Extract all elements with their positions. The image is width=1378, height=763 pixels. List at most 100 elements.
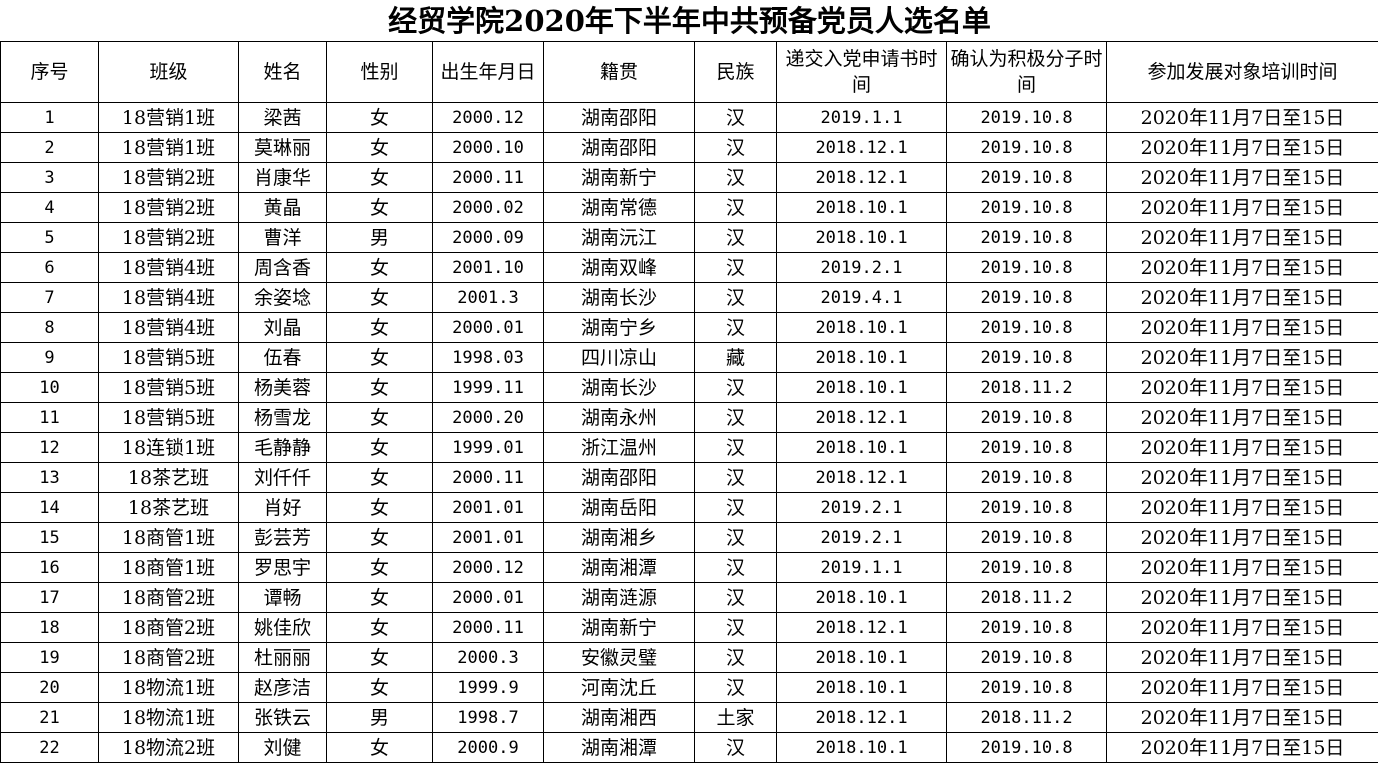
cell-activist-date[interactable]: 2019.10.8: [946, 612, 1107, 643]
cell-name[interactable]: 曹洋: [238, 222, 327, 253]
cell-ethnicity[interactable]: 汉: [694, 432, 777, 463]
cell-application-date[interactable]: 2018.10.1: [776, 432, 947, 463]
cell-class[interactable]: 18商管1班: [98, 552, 239, 583]
cell-activist-date[interactable]: 2019.10.8: [946, 162, 1107, 193]
cell-application-date[interactable]: 2019.2.1: [776, 492, 947, 523]
cell-gender[interactable]: 女: [326, 462, 433, 493]
cell-activist-date[interactable]: 2019.10.8: [946, 492, 1107, 523]
cell-seq[interactable]: 3: [0, 162, 99, 193]
cell-birth[interactable]: 2001.01: [432, 522, 544, 553]
cell-training-period[interactable]: 2020年11月7日至15日: [1105, 372, 1378, 403]
cell-class[interactable]: 18茶艺班: [98, 462, 239, 493]
cell-training-period[interactable]: 2020年11月7日至15日: [1105, 492, 1378, 523]
cell-activist-date[interactable]: 2018.11.2: [946, 372, 1107, 403]
cell-class[interactable]: 18营销2班: [98, 162, 239, 193]
cell-application-date[interactable]: 2019.2.1: [776, 252, 947, 283]
cell-training-period[interactable]: 2020年11月7日至15日: [1105, 132, 1378, 163]
cell-class[interactable]: 18商管2班: [98, 612, 239, 643]
cell-ethnicity[interactable]: 汉: [694, 192, 777, 223]
cell-application-date[interactable]: 2018.12.1: [776, 132, 947, 163]
cell-birth[interactable]: 2001.3: [432, 282, 544, 313]
cell-name[interactable]: 伍春: [238, 342, 327, 373]
cell-activist-date[interactable]: 2019.10.8: [946, 432, 1107, 463]
cell-activist-date[interactable]: 2019.10.8: [946, 732, 1107, 763]
cell-training-period[interactable]: 2020年11月7日至15日: [1105, 612, 1378, 643]
cell-training-period[interactable]: 2020年11月7日至15日: [1105, 582, 1378, 613]
cell-ethnicity[interactable]: 汉: [694, 222, 777, 253]
cell-training-period[interactable]: 2020年11月7日至15日: [1105, 282, 1378, 313]
cell-origin[interactable]: 湖南邵阳: [543, 132, 695, 163]
cell-class[interactable]: 18营销4班: [98, 282, 239, 313]
cell-origin[interactable]: 湖南永州: [543, 402, 695, 433]
cell-class[interactable]: 18营销1班: [98, 132, 239, 163]
cell-birth[interactable]: 2000.9: [432, 732, 544, 763]
cell-class[interactable]: 18营销2班: [98, 222, 239, 253]
cell-training-period[interactable]: 2020年11月7日至15日: [1105, 252, 1378, 283]
cell-ethnicity[interactable]: 汉: [694, 522, 777, 553]
cell-seq[interactable]: 19: [0, 642, 99, 673]
cell-seq[interactable]: 18: [0, 612, 99, 643]
cell-origin[interactable]: 湖南邵阳: [543, 102, 695, 133]
cell-gender[interactable]: 女: [326, 522, 433, 553]
cell-gender[interactable]: 女: [326, 642, 433, 673]
cell-training-period[interactable]: 2020年11月7日至15日: [1105, 552, 1378, 583]
cell-birth[interactable]: 2000.02: [432, 192, 544, 223]
cell-origin[interactable]: 湖南涟源: [543, 582, 695, 613]
cell-ethnicity[interactable]: 汉: [694, 732, 777, 763]
cell-application-date[interactable]: 2018.10.1: [776, 732, 947, 763]
cell-origin[interactable]: 湖南新宁: [543, 162, 695, 193]
cell-name[interactable]: 刘晶: [238, 312, 327, 343]
cell-class[interactable]: 18物流2班: [98, 732, 239, 763]
cell-seq[interactable]: 9: [0, 342, 99, 373]
cell-activist-date[interactable]: 2019.10.8: [946, 522, 1107, 553]
cell-ethnicity[interactable]: 汉: [694, 162, 777, 193]
cell-application-date[interactable]: 2018.10.1: [776, 672, 947, 703]
cell-gender[interactable]: 女: [326, 102, 433, 133]
cell-gender[interactable]: 女: [326, 312, 433, 343]
cell-ethnicity[interactable]: 汉: [694, 102, 777, 133]
cell-name[interactable]: 赵彦洁: [238, 672, 327, 703]
cell-seq[interactable]: 5: [0, 222, 99, 253]
cell-seq[interactable]: 17: [0, 582, 99, 613]
cell-name[interactable]: 肖康华: [238, 162, 327, 193]
cell-seq[interactable]: 11: [0, 402, 99, 433]
cell-name[interactable]: 姚佳欣: [238, 612, 327, 643]
cell-application-date[interactable]: 2019.1.1: [776, 102, 947, 133]
cell-activist-date[interactable]: 2019.10.8: [946, 312, 1107, 343]
cell-gender[interactable]: 女: [326, 432, 433, 463]
cell-ethnicity[interactable]: 汉: [694, 672, 777, 703]
cell-name[interactable]: 肖好: [238, 492, 327, 523]
cell-application-date[interactable]: 2018.10.1: [776, 582, 947, 613]
cell-training-period[interactable]: 2020年11月7日至15日: [1105, 732, 1378, 763]
cell-seq[interactable]: 8: [0, 312, 99, 343]
cell-gender[interactable]: 女: [326, 612, 433, 643]
cell-training-period[interactable]: 2020年11月7日至15日: [1105, 672, 1378, 703]
cell-origin[interactable]: 湖南湘西: [543, 702, 695, 733]
cell-training-period[interactable]: 2020年11月7日至15日: [1105, 462, 1378, 493]
cell-name[interactable]: 杨雪龙: [238, 402, 327, 433]
cell-seq[interactable]: 16: [0, 552, 99, 583]
cell-application-date[interactable]: 2018.12.1: [776, 462, 947, 493]
cell-birth[interactable]: 2000.11: [432, 462, 544, 493]
cell-class[interactable]: 18商管2班: [98, 642, 239, 673]
cell-training-period[interactable]: 2020年11月7日至15日: [1105, 432, 1378, 463]
cell-birth[interactable]: 2000.10: [432, 132, 544, 163]
cell-ethnicity[interactable]: 汉: [694, 312, 777, 343]
cell-gender[interactable]: 女: [326, 162, 433, 193]
cell-name[interactable]: 杨美蓉: [238, 372, 327, 403]
cell-name[interactable]: 彭芸芳: [238, 522, 327, 553]
cell-seq[interactable]: 4: [0, 192, 99, 223]
cell-name[interactable]: 周含香: [238, 252, 327, 283]
cell-gender[interactable]: 女: [326, 492, 433, 523]
cell-activist-date[interactable]: 2019.10.8: [946, 192, 1107, 223]
cell-origin[interactable]: 浙江温州: [543, 432, 695, 463]
cell-birth[interactable]: 2001.10: [432, 252, 544, 283]
cell-activist-date[interactable]: 2019.10.8: [946, 282, 1107, 313]
cell-class[interactable]: 18商管2班: [98, 582, 239, 613]
cell-gender[interactable]: 女: [326, 402, 433, 433]
cell-ethnicity[interactable]: 藏: [694, 342, 777, 373]
cell-seq[interactable]: 14: [0, 492, 99, 523]
cell-training-period[interactable]: 2020年11月7日至15日: [1105, 522, 1378, 553]
cell-training-period[interactable]: 2020年11月7日至15日: [1105, 192, 1378, 223]
cell-name[interactable]: 刘仟仟: [238, 462, 327, 493]
